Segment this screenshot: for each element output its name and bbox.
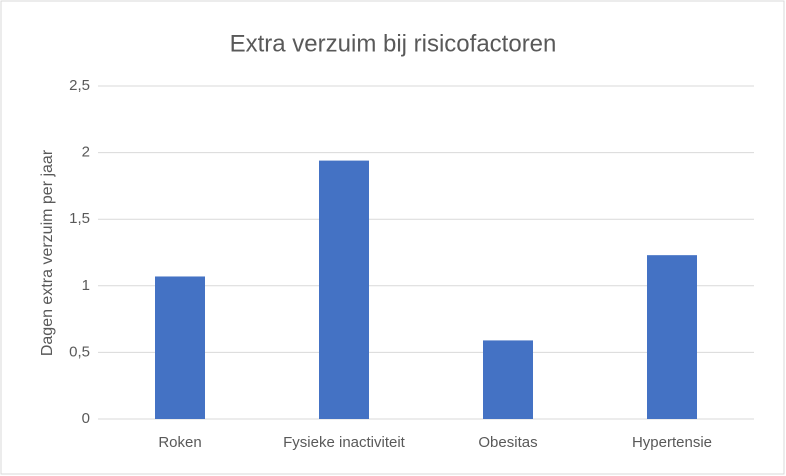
x-tick-label: Fysieke inactiviteit	[283, 434, 406, 451]
y-tick-label: 1	[82, 277, 90, 294]
x-tick-label: Roken	[158, 434, 201, 451]
bar	[483, 340, 533, 419]
bar	[647, 255, 697, 419]
chart-title: Extra verzuim bij risicofactoren	[230, 30, 557, 57]
y-tick-label: 1,5	[69, 210, 90, 227]
x-tick-label: Obesitas	[478, 434, 537, 451]
bar	[319, 160, 369, 420]
y-tick-label: 2,5	[69, 77, 90, 94]
y-axis-label: Dagen extra verzuim per jaar	[39, 149, 56, 356]
y-tick-label: 0	[82, 410, 90, 427]
y-tick-label: 0,5	[69, 343, 90, 360]
y-tick-label: 2	[82, 144, 90, 161]
x-tick-label: Hypertensie	[632, 434, 712, 451]
bar	[155, 276, 205, 419]
